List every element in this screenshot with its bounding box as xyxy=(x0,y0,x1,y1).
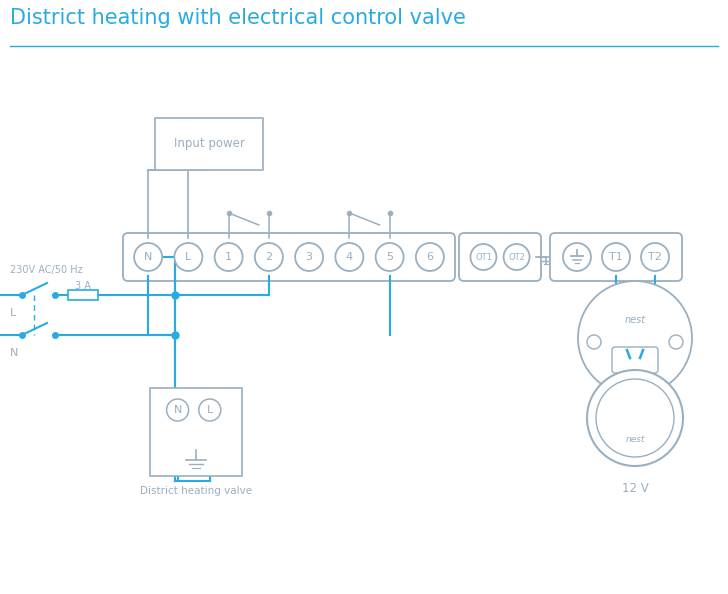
Text: 6: 6 xyxy=(427,252,433,262)
Circle shape xyxy=(587,335,601,349)
Circle shape xyxy=(167,399,189,421)
Text: N: N xyxy=(173,405,182,415)
Text: L: L xyxy=(207,405,213,415)
Text: 2: 2 xyxy=(265,252,272,262)
Circle shape xyxy=(255,243,283,271)
Bar xyxy=(150,388,242,476)
Text: District heating with electrical control valve: District heating with electrical control… xyxy=(10,8,466,28)
Circle shape xyxy=(641,243,669,271)
Bar xyxy=(68,290,98,300)
Text: L: L xyxy=(10,308,16,318)
FancyBboxPatch shape xyxy=(550,233,682,281)
Text: 3 A: 3 A xyxy=(75,281,91,291)
Circle shape xyxy=(416,243,444,271)
Text: Input power: Input power xyxy=(173,137,245,150)
Circle shape xyxy=(602,243,630,271)
Text: 1: 1 xyxy=(225,252,232,262)
Circle shape xyxy=(563,243,591,271)
Text: 3: 3 xyxy=(306,252,312,262)
Circle shape xyxy=(295,243,323,271)
Circle shape xyxy=(175,243,202,271)
Text: 230V AC/50 Hz: 230V AC/50 Hz xyxy=(10,265,82,275)
Bar xyxy=(155,118,263,170)
Text: N: N xyxy=(144,252,152,262)
Text: nest: nest xyxy=(625,435,645,444)
Text: OT2: OT2 xyxy=(508,252,525,261)
Circle shape xyxy=(578,281,692,395)
Text: T1: T1 xyxy=(609,252,623,262)
Circle shape xyxy=(376,243,403,271)
Circle shape xyxy=(336,243,363,271)
FancyBboxPatch shape xyxy=(123,233,455,281)
Circle shape xyxy=(215,243,242,271)
Circle shape xyxy=(470,244,496,270)
Text: District heating valve: District heating valve xyxy=(140,486,252,496)
Text: OT1: OT1 xyxy=(475,252,492,261)
Text: T2: T2 xyxy=(648,252,662,262)
FancyBboxPatch shape xyxy=(612,347,658,373)
Circle shape xyxy=(669,335,683,349)
Text: 5: 5 xyxy=(386,252,393,262)
Text: nest: nest xyxy=(625,315,646,325)
Text: N: N xyxy=(10,348,18,358)
Circle shape xyxy=(134,243,162,271)
Circle shape xyxy=(587,370,683,466)
Text: 4: 4 xyxy=(346,252,353,262)
Text: L: L xyxy=(185,252,191,262)
Circle shape xyxy=(504,244,529,270)
Text: 12 V: 12 V xyxy=(622,482,649,495)
FancyBboxPatch shape xyxy=(459,233,541,281)
Circle shape xyxy=(199,399,221,421)
Circle shape xyxy=(596,379,674,457)
